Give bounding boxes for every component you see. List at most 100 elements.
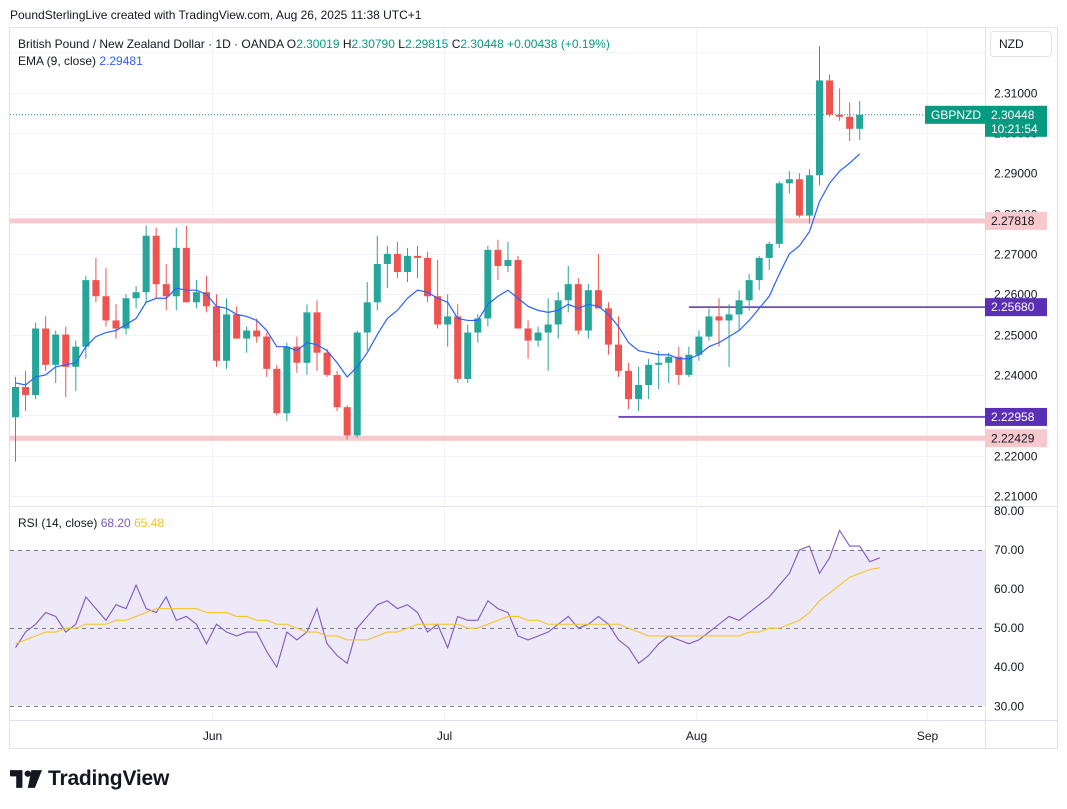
candle-body bbox=[32, 328, 40, 396]
candle-body bbox=[142, 235, 150, 293]
candle-body bbox=[735, 300, 743, 315]
candle-body bbox=[454, 316, 462, 379]
level-price-label: 2.22958 bbox=[991, 410, 1035, 424]
level-price-label: 2.22429 bbox=[991, 431, 1035, 445]
high-label: H bbox=[342, 37, 352, 51]
candle-body bbox=[233, 314, 241, 339]
candle-body bbox=[122, 298, 130, 329]
rsi-ma-value: 65.48 bbox=[134, 516, 165, 530]
candle-body bbox=[403, 255, 411, 273]
symbol-tag bbox=[925, 105, 986, 124]
candle-body bbox=[172, 247, 180, 297]
candle-body bbox=[363, 302, 371, 333]
candle-body bbox=[484, 249, 492, 319]
candle-body bbox=[82, 280, 90, 347]
candle-body bbox=[695, 336, 703, 355]
tradingview-logo[interactable]: TradingView bbox=[10, 767, 169, 791]
candle-body bbox=[795, 179, 803, 216]
level-price-tag bbox=[985, 211, 1047, 230]
price-tick-label: 2.27000 bbox=[994, 248, 1038, 262]
candle-body bbox=[635, 384, 643, 400]
candle-body bbox=[534, 332, 542, 341]
rsi-line bbox=[15, 529, 880, 669]
candle-body bbox=[132, 292, 140, 299]
price-tick-label: 2.24000 bbox=[994, 369, 1038, 383]
candle-body bbox=[223, 314, 231, 361]
candle-body bbox=[836, 114, 844, 117]
candle-body bbox=[72, 346, 80, 367]
price-tick-label: 2.22000 bbox=[994, 450, 1038, 464]
level-price-tag bbox=[985, 429, 1047, 448]
candle-body bbox=[504, 259, 512, 266]
rsi-legend: RSI (14, close) 68.20 65.48 bbox=[18, 516, 164, 530]
candle-body bbox=[514, 259, 522, 329]
candle-body bbox=[856, 114, 864, 129]
price-tick-label: 2.26000 bbox=[994, 288, 1038, 302]
candle-body bbox=[162, 284, 170, 297]
low-value: 2.29815 bbox=[404, 37, 449, 51]
low-label: L bbox=[398, 37, 405, 51]
rsi-tick-label: 70.00 bbox=[994, 543, 1024, 557]
open-value: 2.30019 bbox=[296, 37, 340, 51]
level-price-tag bbox=[985, 298, 1047, 317]
last-price-tag bbox=[985, 105, 1047, 137]
candle-body bbox=[785, 179, 793, 184]
candle-body bbox=[293, 346, 301, 363]
candle-body bbox=[283, 346, 291, 414]
candle-body bbox=[434, 296, 442, 325]
rsi-label[interactable]: RSI (14, close) bbox=[18, 516, 98, 530]
candle-body bbox=[564, 284, 572, 301]
price-tick-label: 2.31000 bbox=[994, 87, 1038, 101]
ema-row: EMA (9, close) 2.29481 bbox=[18, 53, 610, 70]
level-price-tag bbox=[985, 407, 1047, 426]
candle-body bbox=[765, 243, 773, 258]
candle-body bbox=[685, 354, 693, 375]
candle-body bbox=[625, 370, 633, 400]
candle-body bbox=[474, 318, 482, 333]
candle-body bbox=[755, 257, 763, 281]
candle-body bbox=[333, 374, 341, 408]
candle-body bbox=[373, 263, 381, 303]
ema-line bbox=[15, 153, 861, 386]
candle-body bbox=[464, 332, 472, 379]
last-price-label: 2.30448 bbox=[991, 108, 1035, 122]
candle-body bbox=[615, 344, 622, 371]
candle-body bbox=[92, 280, 100, 297]
candle-body bbox=[303, 312, 311, 363]
rsi-ma-line bbox=[15, 567, 880, 645]
candle-body bbox=[524, 328, 532, 341]
tradingview-logo-icon bbox=[10, 770, 42, 788]
level-band bbox=[10, 218, 985, 224]
high-value: 2.30790 bbox=[351, 37, 395, 51]
candle-body bbox=[665, 356, 673, 363]
candle-body bbox=[574, 284, 582, 331]
candle-body bbox=[826, 80, 834, 115]
candle-body bbox=[584, 290, 592, 331]
tradingview-logo-text: TradingView bbox=[48, 767, 170, 790]
candle-body bbox=[323, 352, 331, 375]
ema-label[interactable]: EMA (9, close) bbox=[18, 54, 97, 68]
candle-body bbox=[705, 316, 713, 337]
rsi-tick-label: 60.00 bbox=[994, 582, 1024, 596]
symbol-tag-label: GBPNZD bbox=[931, 108, 981, 122]
candle-body bbox=[554, 300, 562, 325]
candle-body bbox=[62, 334, 70, 367]
ema-value: 2.29481 bbox=[99, 54, 143, 68]
time-tick-label: Aug bbox=[686, 729, 707, 743]
time-tick-label: Sep bbox=[917, 729, 939, 743]
currency-button[interactable]: NZD bbox=[990, 31, 1052, 57]
level-price-label: 2.25680 bbox=[991, 300, 1035, 314]
candle-body bbox=[383, 253, 391, 264]
price-tick-label: 2.25000 bbox=[994, 329, 1038, 343]
open-label: O bbox=[286, 37, 297, 51]
level-price-label: 2.27818 bbox=[991, 214, 1035, 228]
close-value: 2.30448 bbox=[460, 37, 504, 51]
close-label: C bbox=[451, 37, 461, 51]
instrument-title[interactable]: British Pound / New Zealand Dollar · 1D … bbox=[18, 37, 284, 51]
candle-body bbox=[645, 364, 653, 385]
candle-body bbox=[343, 407, 351, 436]
candle-body bbox=[494, 249, 502, 266]
candle-body bbox=[353, 332, 361, 436]
time-tick-label: Jul bbox=[437, 729, 452, 743]
